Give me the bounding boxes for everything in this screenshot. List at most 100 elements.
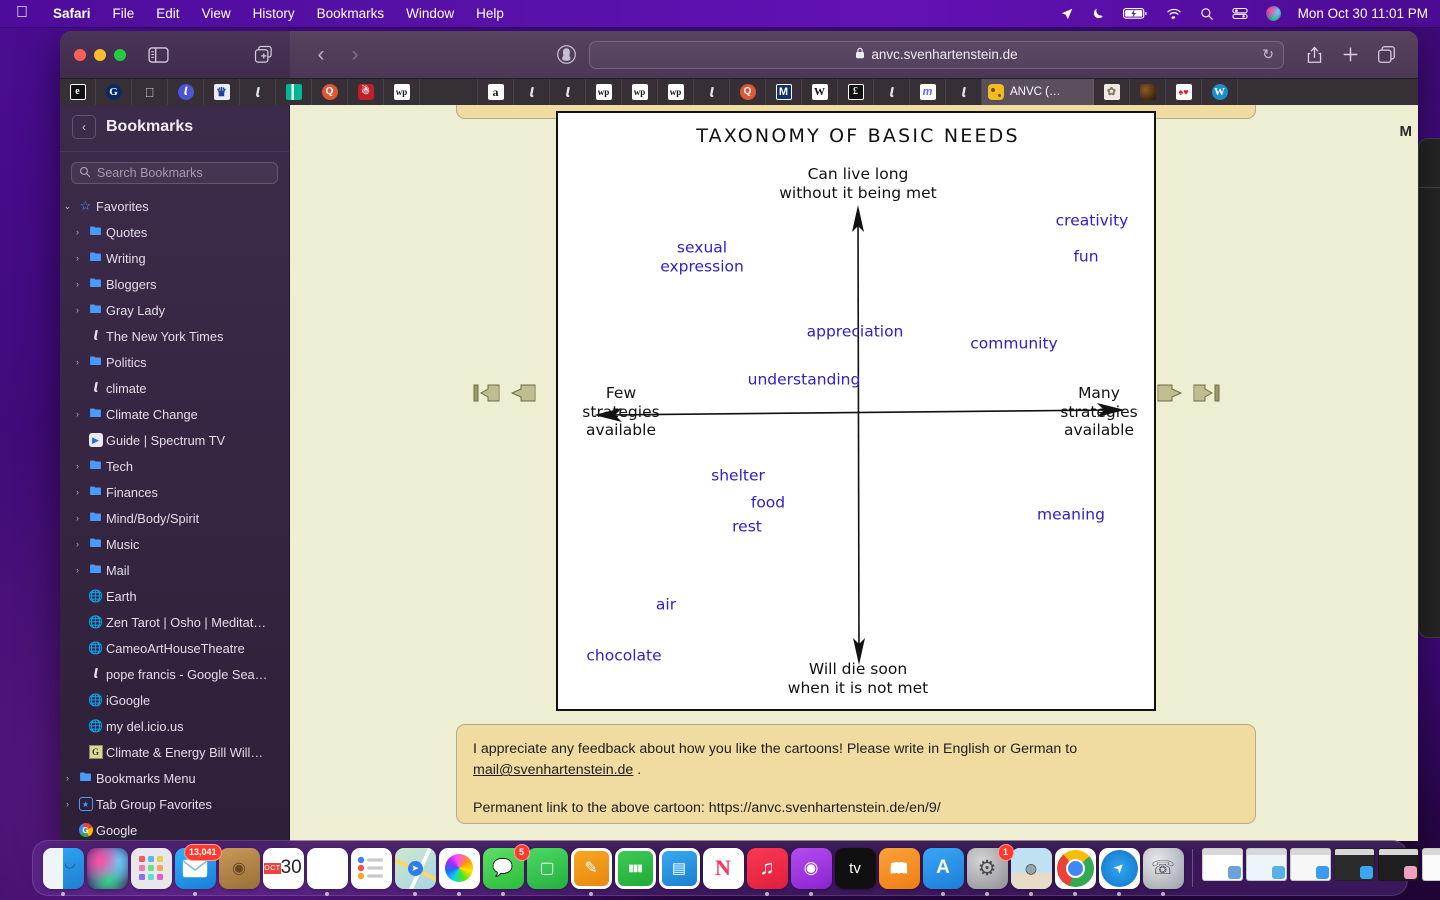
reload-icon[interactable]: ↻ [1262, 46, 1274, 62]
moon-icon[interactable] [1083, 7, 1114, 20]
feedback-email-link[interactable]: mail@svenhartenstein.de [473, 762, 634, 779]
previous-arrow-icon[interactable] [508, 378, 538, 408]
chevron-right-icon[interactable]: › [76, 279, 79, 290]
menu-safari[interactable]: Safari [41, 6, 91, 21]
sidebar-toggle-icon[interactable] [148, 46, 169, 63]
sidebar-item-gray-lady[interactable]: › 🖿 Gray Lady [60, 297, 289, 323]
dock-item-messages[interactable]: 5 [482, 843, 530, 896]
search-input[interactable] [97, 166, 270, 181]
tab-item[interactable]: wp [586, 79, 622, 105]
chevron-right-icon[interactable]: › [76, 513, 79, 524]
dock-item-photos[interactable] [438, 847, 480, 896]
dock-item-system-settings[interactable]: 1 [966, 843, 1014, 896]
sidebar-item-mail[interactable]: › 🖿 Mail [60, 557, 289, 583]
menu-help[interactable]: Help [464, 6, 504, 21]
back-button[interactable]: ‹ [317, 42, 325, 66]
siri-icon[interactable] [1257, 6, 1290, 21]
dock-item-phone[interactable] [1142, 847, 1184, 896]
new-tab-group-icon[interactable] [254, 45, 273, 64]
tab-item-active[interactable]: ANVC (… [982, 79, 1094, 105]
menubar-clock[interactable]: Mon Oct 30 11:01 PM [1297, 6, 1428, 21]
chevron-right-icon[interactable]: › [76, 357, 79, 368]
maximize-window-button[interactable] [114, 48, 126, 61]
dock-minimized-window[interactable] [1421, 847, 1440, 889]
tab-item[interactable]: ♛ [204, 79, 240, 105]
tab-item[interactable]:  [132, 79, 168, 105]
dock-item-launchpad[interactable] [130, 847, 172, 889]
tab-item[interactable]: a [478, 79, 514, 105]
dock-item-pages[interactable] [570, 847, 612, 896]
dock-item-safari[interactable] [1098, 847, 1140, 896]
menu-edit[interactable]: Edit [144, 6, 179, 21]
tab-item[interactable]: 𝙡 [946, 79, 982, 105]
address-bar[interactable]: anvc.svenhartenstein.de ↻ [589, 40, 1284, 69]
cartoon-image[interactable]: TAXONOMY OF BASIC NEEDS Can live long wit… [556, 111, 1156, 711]
search-icon[interactable] [1191, 7, 1223, 21]
sidebar-back-button[interactable]: ‹ [72, 115, 96, 139]
sidebar-item-igoogle[interactable]: 🌐 iGoogle [60, 687, 289, 713]
sidebar-item-pope-francis-google-sea[interactable]: 𝙡 pope francis - Google Sea… [60, 661, 289, 687]
sidebar-item-the-new-york-times[interactable]: 𝙡 The New York Times [60, 323, 289, 349]
menu-window[interactable]: Window [394, 6, 454, 21]
tab-item[interactable]: e [60, 79, 96, 105]
sidebar-item-cameoarthousetheatre[interactable]: 🌐 CameoArtHouseTheatre [60, 635, 289, 661]
chevron-right-icon[interactable]: › [76, 565, 79, 576]
dock-minimized-window[interactable] [1377, 847, 1419, 889]
sidebar-item-finances[interactable]: › 🖿 Finances [60, 479, 289, 505]
tab-item[interactable]: ♠♥ [1166, 79, 1202, 105]
location-arrow-icon[interactable] [1051, 7, 1083, 21]
dock-item-news[interactable] [702, 847, 744, 889]
tab-item[interactable]: wp [622, 79, 658, 105]
plus-icon[interactable] [1332, 37, 1368, 73]
last-page-arrow-icon[interactable] [1191, 378, 1221, 408]
tab-item[interactable]: £ [838, 79, 874, 105]
next-arrow-icon[interactable] [1155, 378, 1185, 408]
dock-item-notes[interactable] [306, 847, 348, 896]
dock-minimized-window[interactable] [1201, 847, 1243, 889]
dock-minimized-window[interactable] [1245, 847, 1287, 889]
battery-charging-icon[interactable] [1114, 7, 1157, 20]
sidebar-item-writing[interactable]: › 🖿 Writing [60, 245, 289, 271]
menu-bookmarks[interactable]: Bookmarks [304, 6, 385, 21]
dock-item-app-store[interactable] [922, 847, 964, 896]
sidebar-item-climate-change[interactable]: › 🖿 Climate Change [60, 401, 289, 427]
close-window-button[interactable] [74, 48, 86, 61]
sidebar-item-zen-tarot-osho-meditat[interactable]: 🌐 Zen Tarot | Osho | Meditat… [60, 609, 289, 635]
tab-item[interactable]: W [802, 79, 838, 105]
dock-item-mail[interactable]: 13,041 [174, 843, 222, 896]
sidebar-item-google[interactable]: G Google [60, 817, 289, 841]
dock-item-apple-tv[interactable] [834, 847, 876, 889]
sidebar-item-climate-energy-bill-will[interactable]: G Climate & Energy Bill Will… [60, 739, 289, 765]
share-icon[interactable] [1296, 37, 1332, 73]
tab-item[interactable]: 𝙡 [514, 79, 550, 105]
menu-view[interactable]: View [189, 6, 231, 21]
dock-item-music[interactable] [746, 847, 788, 896]
dock-item-numbers[interactable] [614, 847, 656, 889]
window-controls[interactable] [74, 48, 126, 61]
tab-overview-icon[interactable] [1368, 37, 1404, 73]
control-center-icon[interactable] [1223, 7, 1257, 20]
tab-item[interactable]: 𝙡 [550, 79, 586, 105]
tab-item[interactable] [1130, 79, 1166, 105]
chevron-right-icon[interactable]: › [76, 227, 79, 238]
dock-item-podcasts[interactable] [790, 847, 832, 896]
chevron-right-icon[interactable]: › [76, 461, 79, 472]
tab-item[interactable]: Q [312, 79, 348, 105]
chevron-right-icon[interactable]: › [76, 409, 79, 420]
sidebar-item-favorites[interactable]: ⌄ ☆ Favorites [60, 193, 289, 219]
sidebar-item-bookmarks-menu[interactable]: › 🖿 Bookmarks Menu [60, 765, 289, 791]
dock-item-contacts[interactable] [218, 847, 260, 889]
sidebar-item-mind-body-spirit[interactable]: › 🖿 Mind/Body/Spirit [60, 505, 289, 531]
sidebar-item-quotes[interactable]: › 🖿 Quotes [60, 219, 289, 245]
tab-item[interactable]: m [910, 79, 946, 105]
menu-history[interactable]: History [240, 6, 295, 21]
forward-button[interactable]: › [351, 42, 359, 66]
tab-item[interactable] [276, 79, 312, 105]
background-window-edge[interactable] [1418, 138, 1440, 638]
dock-item-reminders[interactable] [350, 847, 392, 889]
dock-item-facetime[interactable] [526, 847, 568, 889]
privacy-shield-icon[interactable] [556, 44, 577, 65]
chevron-right-icon[interactable]: › [76, 305, 79, 316]
chevron-right-icon[interactable]: › [66, 773, 69, 784]
dock-item-finder[interactable] [42, 847, 84, 896]
